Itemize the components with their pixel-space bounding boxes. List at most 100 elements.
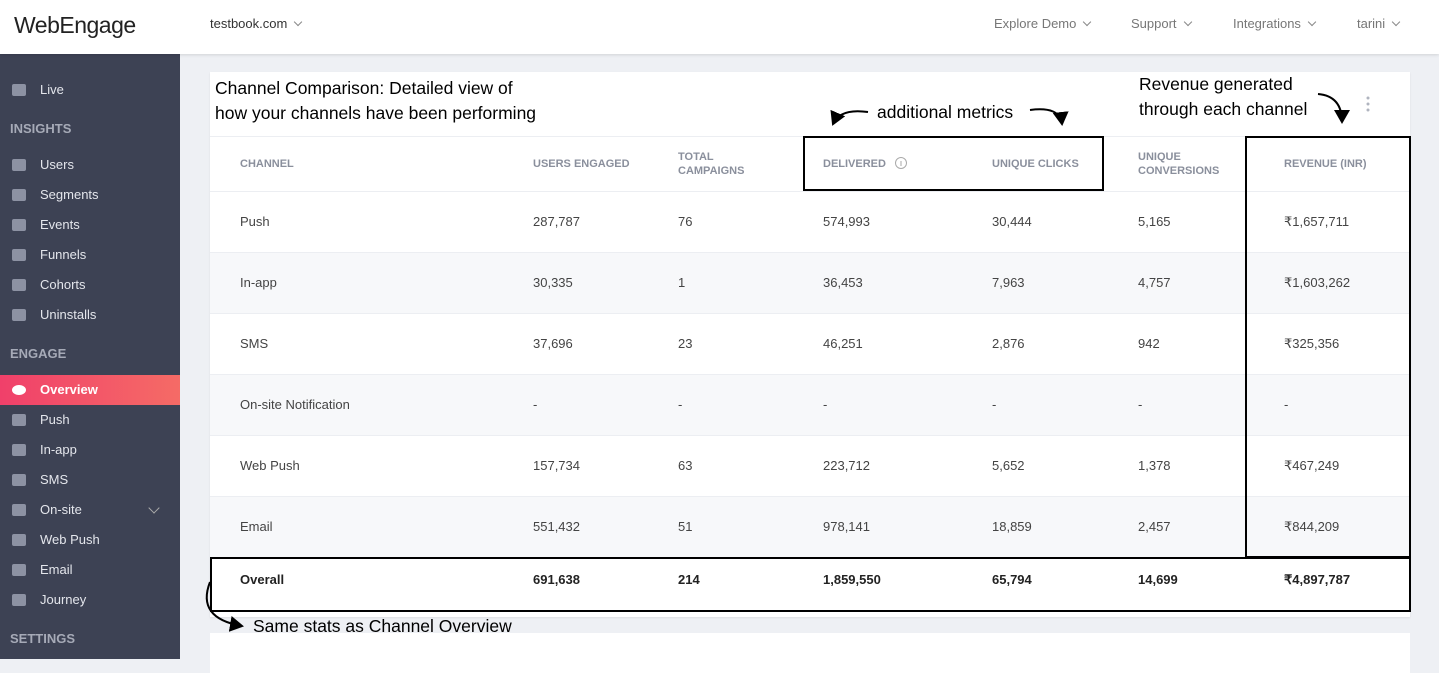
table-cell: 223,712 (823, 458, 870, 473)
table-row (210, 313, 1410, 375)
table-cell: ₹325,356 (1284, 336, 1340, 351)
column-header[interactable]: CHANNEL (240, 158, 294, 170)
label: Segments (40, 187, 99, 202)
total-cell: 214 (678, 572, 700, 587)
table-cell: 978,141 (823, 519, 870, 534)
table-cell: 551,432 (533, 519, 580, 534)
sidebar-item[interactable]: Uninstalls (0, 300, 180, 330)
table-cell: 30,444 (992, 214, 1032, 229)
nav-link[interactable]: Explore Demo (994, 16, 1090, 31)
table-cell: - (678, 397, 683, 412)
table-cell: 36,453 (823, 275, 863, 290)
sidebar-item[interactable]: Email (0, 555, 180, 585)
section-title: SETTINGS (10, 631, 76, 646)
column-header[interactable]: UNIQUE CLICKS (992, 158, 1079, 170)
table-cell: 30,335 (533, 275, 573, 290)
table-row (210, 435, 1410, 497)
table-cell: 1,378 (1138, 458, 1171, 473)
label: Web Push (40, 532, 100, 547)
table-cell: ₹1,603,262 (1284, 275, 1351, 290)
sidebar-item[interactable]: SMS (0, 465, 180, 495)
table-cell: ₹1,657,711 (1284, 214, 1350, 229)
icon (12, 534, 26, 546)
table-cell: 157,734 (533, 458, 580, 473)
column-header[interactable]: USERS ENGAGED (533, 158, 630, 170)
annotation: through each channel (1139, 99, 1308, 119)
table-cell: 51 (678, 519, 693, 534)
sidebar-item[interactable]: Funnels (0, 240, 180, 270)
icon (12, 249, 26, 261)
sidebar-item[interactable]: Push (0, 405, 180, 435)
project-selector[interactable]: testbook.com (210, 16, 301, 31)
label: Email (40, 562, 73, 577)
label: Users (40, 157, 74, 172)
logo[interactable]: WebEngage (14, 12, 136, 38)
sidebar-item[interactable]: Users (0, 150, 180, 180)
sidebar-item[interactable]: Cohorts (0, 270, 180, 300)
annotation: Same stats as Channel Overview (253, 616, 512, 636)
table-cell: On-site Notification (240, 397, 350, 412)
table-cell: 5,652 (992, 458, 1025, 473)
table-cell: 2,876 (992, 336, 1025, 351)
icon (12, 474, 26, 486)
table-cell: 76 (678, 214, 693, 229)
column-header[interactable]: REVENUE (INR) (1284, 158, 1367, 170)
card (210, 633, 1410, 673)
table-cell: Email (240, 519, 273, 534)
table-cell: Web Push (240, 458, 300, 473)
icon (12, 444, 26, 456)
sidebar-item[interactable]: On-site (0, 495, 180, 525)
sidebar-item[interactable]: In-app (0, 435, 180, 465)
total-cell: 691,638 (533, 572, 580, 587)
nav-link[interactable]: Support (1131, 16, 1191, 31)
table-cell: ₹844,209 (1284, 519, 1340, 534)
table-cell: - (1138, 397, 1143, 412)
total-cell: 1,859,550 (823, 572, 881, 587)
table-cell: 5,165 (1138, 214, 1171, 229)
table-cell: - (823, 397, 828, 412)
nav-link[interactable]: tarini (1357, 16, 1399, 31)
label: SMS (40, 472, 69, 487)
table-cell: - (533, 397, 538, 412)
table-cell: ₹467,249 (1284, 458, 1340, 473)
sidebar-item[interactable]: Journey (0, 585, 180, 615)
total-cell: Overall (240, 572, 285, 587)
table-cell: Push (240, 214, 270, 229)
column-header[interactable]: DELIVERED (823, 158, 886, 170)
total-row (210, 557, 1410, 612)
label: Funnels (40, 247, 87, 262)
app: WebEngage testbook.com Explore Demo Suppo… (0, 0, 1439, 659)
table-cell: - (1284, 397, 1289, 412)
table-cell: 18,859 (992, 519, 1032, 534)
label: In-app (40, 442, 77, 457)
card-title: how your channels have been performing (215, 103, 537, 123)
table-cell: 574,993 (823, 214, 870, 229)
table-cell: SMS (240, 336, 269, 351)
sidebar-item[interactable]: Segments (0, 180, 180, 210)
annotation: additional metrics (877, 102, 1014, 122)
sidebar-item[interactable]: Overview (0, 375, 180, 405)
table-row (210, 374, 1410, 436)
icon (12, 564, 26, 576)
label: Events (40, 217, 80, 232)
icon (12, 414, 26, 426)
label: Push (40, 412, 70, 427)
sidebar-item[interactable]: Web Push (0, 525, 180, 555)
table-cell: 23 (678, 336, 693, 351)
label: Journey (40, 592, 87, 607)
icon (12, 84, 26, 96)
sidebar-item[interactable]: Events (0, 210, 180, 240)
nav-link[interactable]: Integrations (1233, 16, 1315, 31)
icon (12, 594, 26, 606)
icon (12, 279, 26, 291)
table-row (210, 496, 1410, 558)
table-cell: 63 (678, 458, 693, 473)
icon (12, 504, 26, 516)
table-cell: 46,251 (823, 336, 863, 351)
icon (12, 189, 26, 201)
table-cell: 4,757 (1138, 275, 1171, 290)
sidebar-item[interactable]: Live (0, 75, 180, 105)
column-header[interactable]: TOTAL CAMPAIGNS (678, 151, 745, 177)
top-bar: WebEngage testbook.com Explore Demo Suppo… (0, 0, 1439, 54)
column-header[interactable]: UNIQUE CONVERSIONS (1138, 151, 1220, 177)
